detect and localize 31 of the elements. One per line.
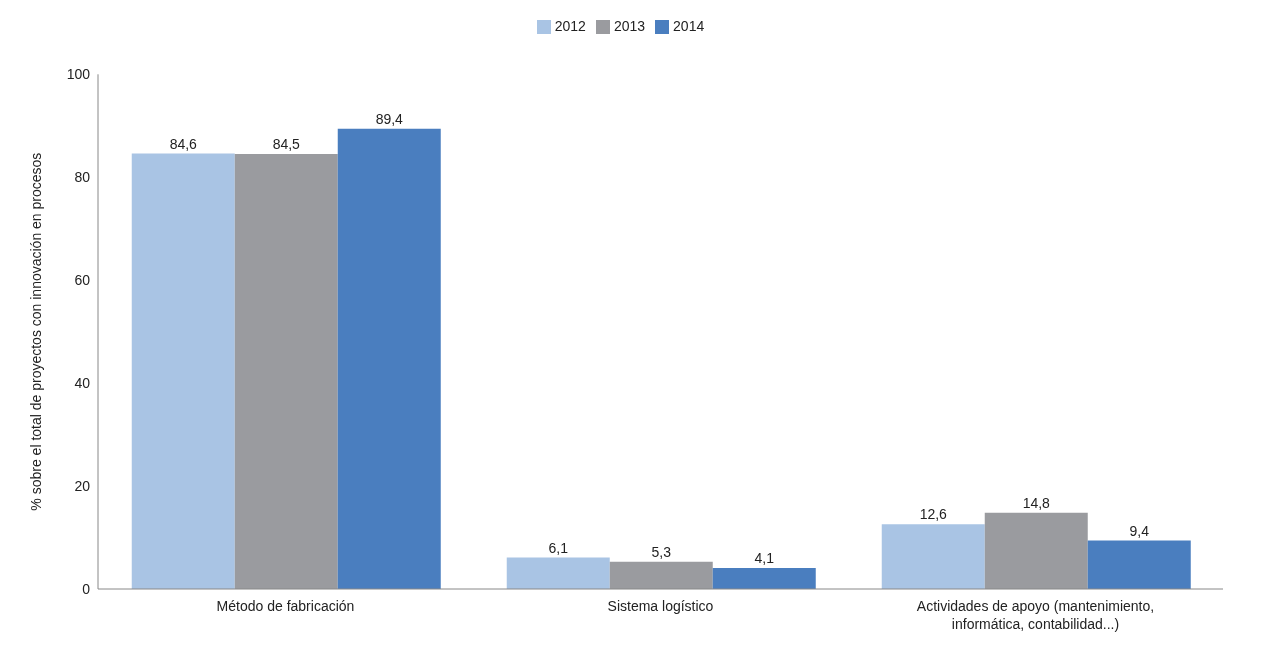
data-label: 14,8 xyxy=(1022,494,1051,511)
bar xyxy=(881,524,985,589)
bar xyxy=(337,128,441,589)
bar xyxy=(609,561,713,589)
data-label: 84,5 xyxy=(272,136,301,153)
data-label: 84,6 xyxy=(169,135,198,152)
data-label: 12,6 xyxy=(919,506,948,523)
data-label: 5,3 xyxy=(651,543,672,560)
y-tick-label: 40 xyxy=(74,375,91,392)
data-label: 6,1 xyxy=(548,539,569,556)
data-label: 4,1 xyxy=(754,549,775,566)
y-tick-label: 100 xyxy=(66,66,91,83)
x-tick-label: Sistema logístico xyxy=(607,598,714,614)
legend-label: 2012 xyxy=(554,18,586,34)
legend-label: 2014 xyxy=(673,18,705,34)
bar xyxy=(984,512,1088,589)
bar xyxy=(1087,540,1191,589)
x-tick-label: Método de fabricación xyxy=(216,598,355,614)
y-tick-label: 60 xyxy=(74,272,91,289)
y-tick-label: 20 xyxy=(74,478,91,495)
data-label: 89,4 xyxy=(375,110,404,127)
y-axis-title: % sobre el total de proyectos con innovación en procesos xyxy=(27,152,44,511)
legend-label: 2013 xyxy=(613,18,646,34)
bar xyxy=(131,153,235,589)
bar xyxy=(506,557,610,589)
data-label: 9,4 xyxy=(1129,522,1150,539)
y-tick-label: 0 xyxy=(82,580,91,597)
y-tick-label: 80 xyxy=(74,169,91,186)
bar xyxy=(712,567,816,589)
x-tick-label: Actividades de apoyo (mantenimiento, informática, contabilidad...) xyxy=(916,598,1155,632)
bar xyxy=(234,154,338,589)
